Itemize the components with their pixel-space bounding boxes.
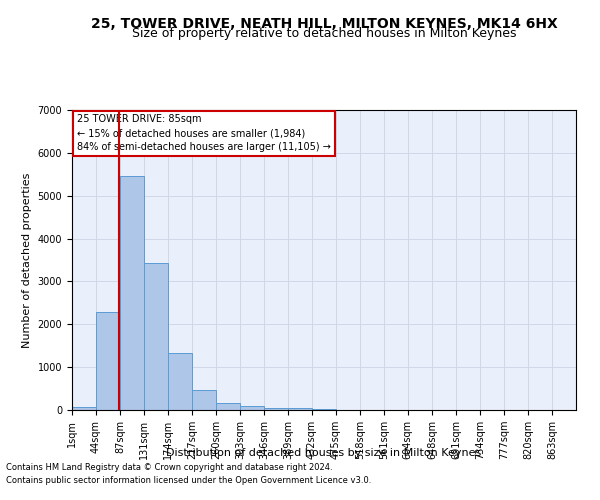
Bar [169,354,192,410]
Y-axis label: Number of detached properties: Number of detached properties [22,172,32,348]
Bar [288,408,312,410]
Text: Distribution of detached houses by size in Milton Keynes: Distribution of detached houses by size … [166,448,482,458]
Text: 25 TOWER DRIVE: 85sqm
← 15% of detached houses are smaller (1,984)
84% of semi-d: 25 TOWER DRIVE: 85sqm ← 15% of detached … [77,114,331,152]
Bar [240,406,264,410]
Text: Contains public sector information licensed under the Open Government Licence v3: Contains public sector information licen… [6,476,371,485]
Bar [192,390,216,410]
Bar [96,312,120,410]
Bar [216,403,240,410]
Text: Size of property relative to detached houses in Milton Keynes: Size of property relative to detached ho… [132,28,516,40]
Bar [264,408,288,410]
Bar [145,262,169,410]
Text: 25, TOWER DRIVE, NEATH HILL, MILTON KEYNES, MK14 6HX: 25, TOWER DRIVE, NEATH HILL, MILTON KEYN… [91,18,557,32]
Text: Contains HM Land Registry data © Crown copyright and database right 2024.: Contains HM Land Registry data © Crown c… [6,464,332,472]
Bar [120,176,145,410]
Bar [72,407,96,410]
